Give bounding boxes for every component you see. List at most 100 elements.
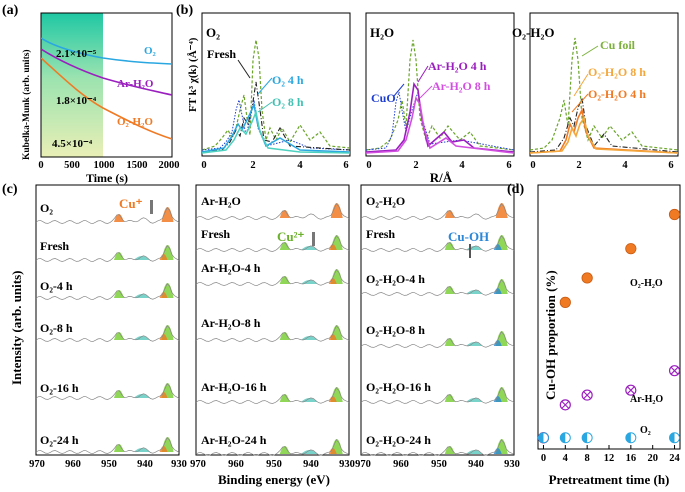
label-ar-4h: Ar-H₂O 4 h bbox=[428, 59, 487, 73]
xps-spectrum bbox=[195, 387, 350, 404]
d-xtick-label: 4 bbox=[563, 453, 569, 464]
arrow-fresh-b bbox=[237, 59, 251, 79]
d-xtick-label: 16 bbox=[626, 453, 637, 464]
annotation-cu-plus: Cu⁺ bbox=[119, 196, 143, 211]
label-o2-4h: O₂ 4 h bbox=[272, 73, 304, 87]
xps-spectrum bbox=[35, 283, 180, 300]
xps-spectrum bbox=[35, 437, 180, 454]
curve-o2 bbox=[41, 37, 172, 65]
xps-spectrum bbox=[35, 207, 180, 224]
panel-c-frame-2 bbox=[195, 184, 350, 456]
b3-xtick-2: 2 bbox=[576, 160, 581, 171]
annotation-cu2: Cu²⁺ bbox=[277, 229, 305, 244]
curve-ar-h2o bbox=[41, 48, 172, 96]
b2-xtick-0: 0 bbox=[366, 160, 371, 171]
panel-c-frame-3 bbox=[360, 184, 515, 456]
c1-label-3: O₂-8 h bbox=[40, 321, 73, 335]
c2-label-3: Ar-H₂O-8 h bbox=[201, 316, 261, 330]
c3-xtick-950: 950 bbox=[431, 459, 447, 470]
panel-a-xtick-500: 500 bbox=[64, 160, 80, 171]
arrow-cufoil bbox=[581, 45, 599, 57]
d-point-half-circle bbox=[581, 432, 593, 444]
d-xtick-label: 20 bbox=[647, 453, 658, 464]
c3-label-5: O₂-H₂O-24 h bbox=[366, 433, 431, 447]
c1-xtick-950: 950 bbox=[101, 459, 117, 470]
annotation-cu-oh: Cu-OH bbox=[448, 229, 489, 244]
xps-spectrum bbox=[360, 235, 515, 252]
series-label-d-o2h2o: O₂-H₂O bbox=[630, 278, 663, 289]
panel-c: Intensity (arb. units) O₂ Fresh O₂-4 h O… bbox=[9, 184, 520, 487]
c3-label-4: O₂-H₂O-16 h bbox=[366, 380, 431, 394]
d-xtick-label: 24 bbox=[669, 453, 680, 464]
panel-a-xtick-0: 0 bbox=[38, 160, 43, 171]
c2-xtick-960: 960 bbox=[228, 459, 244, 470]
panel-label-d: (d) bbox=[507, 182, 524, 197]
b2-xtick-6: 6 bbox=[506, 160, 511, 171]
c2-xtick-950: 950 bbox=[266, 459, 282, 470]
series-label-o2: O₂ bbox=[144, 45, 157, 57]
b1-xtick-0: 0 bbox=[201, 160, 206, 171]
xps-spectrum bbox=[195, 439, 350, 456]
c2-label-4: Ar-H₂O-16 h bbox=[201, 380, 267, 394]
d-point-half-circle bbox=[537, 432, 549, 444]
arrow-o2-4h bbox=[257, 77, 273, 95]
xps-spectrum bbox=[195, 203, 350, 220]
panel-label-b: (b) bbox=[176, 3, 193, 18]
xps-spectrum bbox=[195, 325, 350, 342]
d-point-filled-circle bbox=[668, 208, 681, 221]
c2-xtick-940: 940 bbox=[303, 459, 319, 470]
panel-a: 2.1×10⁻⁵ 1.8×10⁻⁴ 4.5×10⁻⁴ O₂ Ar-H₂O O₂-… bbox=[21, 12, 180, 185]
panel-b-title-o2: O₂ bbox=[206, 25, 220, 40]
curve-b-o2-cuo bbox=[201, 99, 351, 151]
d-point-filled-circle bbox=[625, 243, 637, 255]
panel-label-a: (a) bbox=[2, 3, 19, 18]
rate-label-o2: 2.1×10⁻⁵ bbox=[56, 48, 97, 60]
panel-b-frame-o2h2o bbox=[529, 12, 679, 157]
c3-xtick-940: 940 bbox=[468, 459, 484, 470]
panel-b-title-h2o: H₂O bbox=[370, 25, 394, 40]
panel-label-c: (c) bbox=[2, 182, 18, 197]
c2-label-0: Ar-H₂O bbox=[201, 194, 241, 208]
label-o2h2o-4h: O₂-H₂O 4 h bbox=[588, 87, 646, 101]
curve-b-o2h2o-8h bbox=[529, 115, 679, 154]
xps-spectrum bbox=[360, 387, 515, 404]
c1-xtick-940: 940 bbox=[137, 459, 153, 470]
panel-b-title-o2h2o: O₂-H₂O bbox=[512, 25, 554, 40]
c1-xtick-960: 960 bbox=[65, 459, 81, 470]
d-point-filled-circle bbox=[581, 272, 593, 284]
panel-d-axes-frame bbox=[537, 184, 681, 450]
series-label-o2h2o: O₂-H₂O bbox=[117, 116, 153, 128]
c1-xtick-930: 930 bbox=[171, 459, 187, 470]
arrow-ar-8h bbox=[419, 85, 433, 99]
series-label-d-o2: O₂ bbox=[640, 425, 651, 436]
panel-d-xlabel: Pretreatment time (h) bbox=[549, 472, 670, 487]
d-point-half-circle bbox=[625, 432, 637, 444]
d-point-crossed-circle bbox=[625, 384, 637, 396]
arrow-ar-4h bbox=[417, 65, 429, 83]
d-point-half-circle bbox=[669, 432, 681, 444]
xps-spectrum bbox=[360, 331, 515, 348]
label-fresh-b: Fresh bbox=[207, 47, 236, 61]
panel-d-marks bbox=[537, 208, 681, 444]
panel-b-frame-h2o bbox=[365, 12, 515, 157]
c1-label-2: O₂-4 h bbox=[40, 279, 73, 293]
label-ar-8h: Ar-H₂O 8 h bbox=[432, 79, 491, 93]
arrow-o2h2o-4h bbox=[571, 93, 589, 113]
c3-label-0: O₂-H₂O bbox=[366, 194, 405, 208]
c2-label-2: Ar-H₂O-4 h bbox=[201, 261, 261, 275]
c1-label-0: O₂ bbox=[40, 201, 53, 215]
d-point-crossed-circle bbox=[668, 365, 681, 377]
b1-xtick-4: 4 bbox=[297, 160, 303, 171]
curve-o2-h2o bbox=[41, 57, 172, 140]
arrow-o2h2o-8h bbox=[573, 73, 589, 97]
curve-b-h2o-ar-8h bbox=[365, 95, 515, 154]
b1-xtick-2: 2 bbox=[250, 160, 255, 171]
panel-d-ylabel: Cu-OH proportion (%) bbox=[543, 270, 558, 400]
arrow-cuo bbox=[393, 83, 405, 97]
d-xtick-label: 12 bbox=[604, 453, 615, 464]
c3-xtick-970: 970 bbox=[355, 459, 371, 470]
xps-spectrum bbox=[195, 269, 350, 286]
xps-spectrum bbox=[35, 325, 180, 342]
xps-spectra bbox=[35, 200, 515, 456]
